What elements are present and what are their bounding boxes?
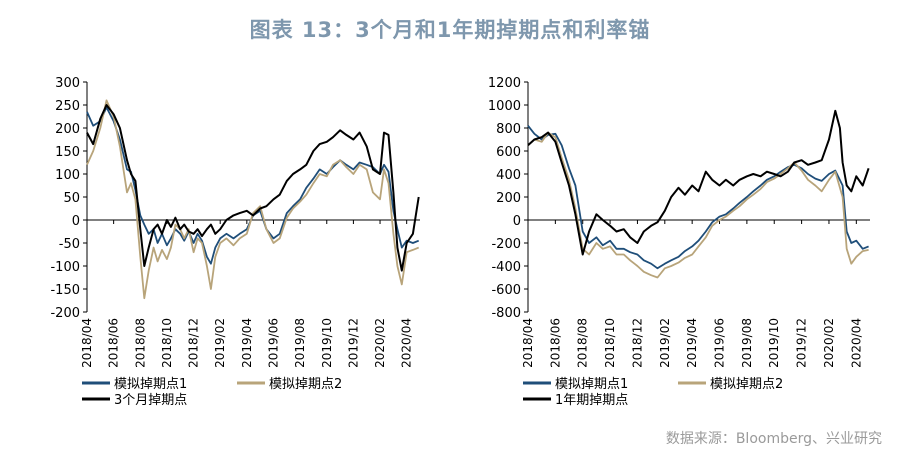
- x-tick-label: 2019/10: [767, 318, 781, 368]
- legend-label: 模拟掉期点1: [555, 377, 628, 392]
- legend: 模拟掉期点1 模拟掉期点2 1年期掉期点: [523, 377, 783, 408]
- x-tick-label: 2019/10: [320, 318, 334, 368]
- legend-label: 模拟掉期点1: [114, 377, 187, 392]
- y-tick-label: 1000: [488, 99, 521, 114]
- x-tick-label: 2018/12: [187, 318, 201, 368]
- y-tick-label: -600: [491, 283, 521, 298]
- y-tick-label: -400: [491, 260, 521, 275]
- x-tick-label: 2019/02: [213, 318, 227, 368]
- series-line-3: [86, 104, 420, 272]
- legend-label: 模拟掉期点2: [710, 377, 783, 392]
- source-note: 数据来源：Bloomberg、兴业研究: [665, 431, 882, 447]
- chart-2: -800 -600 -400 -200 0 200 400 600 800 1000 1200 201…: [488, 76, 870, 408]
- y-tick-label: -150: [50, 283, 80, 298]
- x-tick-label: 2020/04: [849, 318, 863, 368]
- x-tick-label: 2019/12: [346, 318, 360, 368]
- legend-label: 3个月掉期点: [114, 393, 187, 408]
- y-tick-label: 200: [496, 191, 521, 206]
- y-tick-label: 400: [496, 168, 521, 183]
- y-tick-label: 1200: [488, 76, 521, 91]
- x-tick-label: 2019/02: [658, 318, 672, 368]
- y-tick-label: 150: [55, 145, 80, 160]
- legend-label: 1年期掉期点: [555, 393, 628, 408]
- x-tick-label: 2018/04: [521, 318, 535, 368]
- series-line-2: [86, 99, 420, 300]
- y-tick-label: 200: [55, 122, 80, 137]
- y-tick-label: 300: [55, 76, 80, 91]
- series-line-1: [527, 125, 869, 270]
- y-tick-label: 0: [72, 214, 80, 229]
- series-line-2: [527, 131, 869, 279]
- x-tick-label: 2019/08: [293, 318, 307, 368]
- y-tick-label: -100: [50, 260, 80, 275]
- x-tick-label: 2019/06: [713, 318, 727, 368]
- y-tick-label: 600: [496, 145, 521, 160]
- x-tick-label: 2018/12: [630, 318, 644, 368]
- x-tick-label: 2019/04: [240, 318, 254, 368]
- x-tick-label: 2019/08: [740, 318, 754, 368]
- x-tick-label: 2018/08: [133, 318, 147, 368]
- x-tick-label: 2020/04: [400, 318, 414, 368]
- x-tick-label: 2020/02: [373, 318, 387, 368]
- series-line-1: [86, 106, 420, 265]
- x-tick-label: 2020/02: [822, 318, 836, 368]
- y-tick-label: 0: [513, 214, 521, 229]
- legend: 模拟掉期点1 模拟掉期点2 3个月掉期点: [82, 377, 342, 408]
- y-tick-label: -50: [59, 237, 80, 252]
- x-tick-label: 2019/12: [795, 318, 809, 368]
- x-tick-label: 2018/10: [603, 318, 617, 368]
- y-tick-label: 50: [63, 191, 80, 206]
- x-tick-label: 2019/04: [685, 318, 699, 368]
- chart-1: -200 -150 -100 -50 0 50 100 150 200 250 300 2018/04…: [50, 76, 420, 408]
- x-tick-label: 2018/06: [548, 318, 562, 368]
- x-tick-label: 2018/04: [80, 318, 94, 368]
- x-tick-label: 2018/08: [576, 318, 590, 368]
- y-tick-label: -200: [50, 306, 80, 321]
- series-line-3: [527, 109, 870, 256]
- y-tick-label: 100: [55, 168, 80, 183]
- legend-label: 模拟掉期点2: [269, 377, 342, 392]
- y-tick-label: -800: [491, 306, 521, 321]
- x-tick-label: 2018/06: [107, 318, 121, 368]
- x-tick-label: 2019/06: [266, 318, 280, 368]
- y-tick-label: -200: [491, 237, 521, 252]
- chart-title: 图表 13：3个月和1年期掉期点和利率锚: [249, 18, 651, 42]
- y-tick-label: 250: [55, 99, 80, 114]
- y-tick-label: 800: [496, 122, 521, 137]
- x-tick-label: 2018/10: [160, 318, 174, 368]
